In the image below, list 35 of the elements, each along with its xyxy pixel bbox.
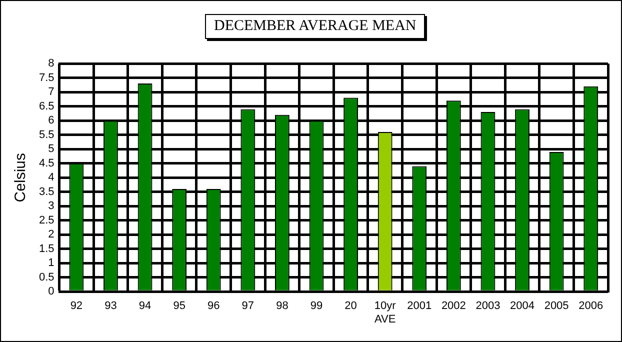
y-tick-label: 3.5 bbox=[38, 186, 54, 198]
x-tick-label: 20 bbox=[344, 300, 357, 312]
y-tick-label: 5 bbox=[48, 143, 54, 156]
x-tick-label: 92 bbox=[70, 300, 83, 312]
x-tick-label: 10yr AVE bbox=[374, 300, 396, 326]
x-tick-label: 98 bbox=[276, 300, 288, 312]
x-tick-label: 2006 bbox=[578, 300, 604, 312]
y-tick-label: 7 bbox=[48, 86, 54, 98]
y-tick-label: 4.5 bbox=[38, 157, 54, 170]
x-tick-label: 96 bbox=[207, 300, 220, 312]
x-tick-label: 93 bbox=[104, 300, 117, 312]
y-tick-label: 2.5 bbox=[38, 214, 54, 226]
y-tick-label: 7.5 bbox=[38, 72, 54, 84]
y-tick-label: 2 bbox=[48, 228, 54, 241]
y-tick-label: 8 bbox=[48, 58, 54, 70]
y-tick-label: 5.5 bbox=[38, 128, 54, 141]
x-tick-label: 2002 bbox=[441, 300, 466, 312]
x-tick-label: 2003 bbox=[476, 300, 500, 312]
chart-title: DECEMBER AVERAGE MEAN bbox=[205, 14, 426, 39]
x-tick-label: 2005 bbox=[544, 300, 569, 312]
y-axis-title: Celsius bbox=[12, 153, 30, 202]
x-tick-label: 99 bbox=[310, 300, 323, 312]
y-tick-label: 0 bbox=[48, 286, 54, 298]
y-tick-label: 6 bbox=[48, 114, 54, 127]
y-tick-label: 0.5 bbox=[38, 271, 54, 284]
x-tick-label: 2004 bbox=[510, 300, 535, 312]
y-tick-label: 1.5 bbox=[38, 242, 54, 255]
x-tick-label: 95 bbox=[173, 300, 186, 312]
y-tick-label: 4 bbox=[48, 172, 54, 184]
x-tick-label: 2001 bbox=[407, 300, 432, 312]
x-tick-label: 97 bbox=[242, 300, 254, 312]
y-tick-label: 3 bbox=[48, 200, 54, 212]
y-tick-label: 1 bbox=[48, 257, 54, 270]
y-tick-label: 6.5 bbox=[38, 100, 54, 112]
x-tick-label: 94 bbox=[138, 300, 152, 312]
